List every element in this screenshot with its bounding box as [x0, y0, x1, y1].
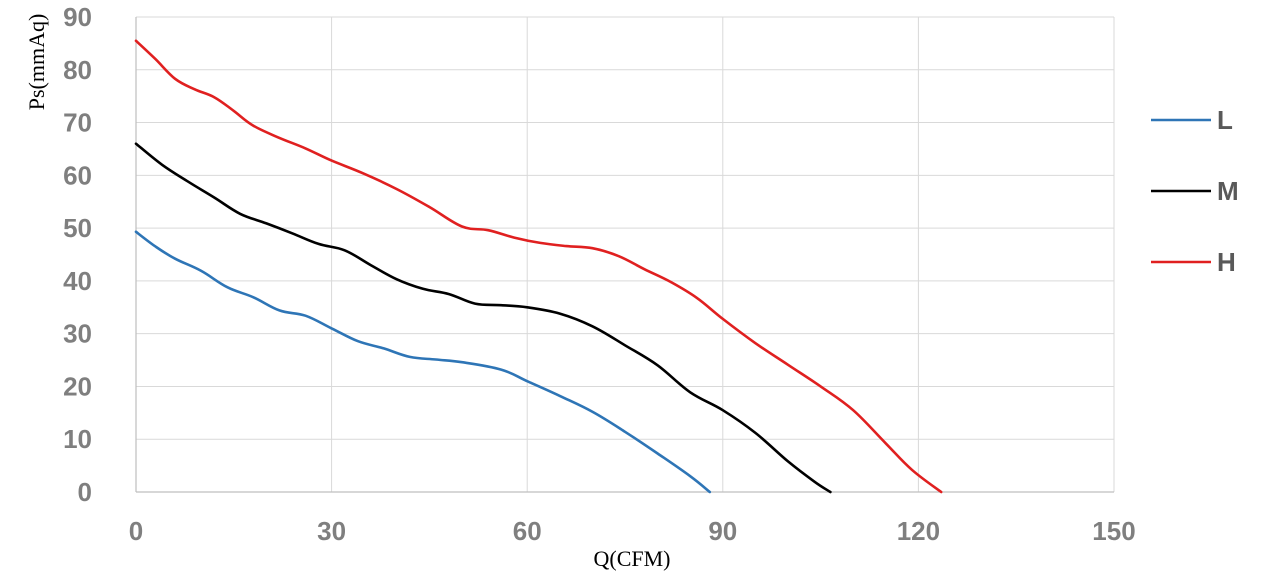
- y-tick-label: 80: [63, 55, 92, 85]
- y-axis-title: Ps(mmAq): [24, 14, 49, 111]
- plot-frame: [135, 17, 1114, 493]
- y-tick-label: 60: [63, 160, 92, 190]
- y-tick-label: 50: [63, 213, 92, 243]
- tick-labels: 0 10 20 30 40 50 60 70 80 90 0 30 60 90 120 150: [63, 2, 1136, 546]
- x-tick-label: 150: [1092, 516, 1135, 546]
- legend-label-h: H: [1217, 247, 1236, 277]
- y-tick-label: 20: [63, 371, 92, 401]
- y-tick-label: 40: [63, 266, 92, 296]
- gridlines: [135, 16, 1115, 493]
- x-tick-label: 30: [317, 516, 346, 546]
- y-tick-label: 90: [63, 2, 92, 32]
- series-lines: [134, 39, 943, 494]
- x-tick-label: 120: [897, 516, 940, 546]
- x-tick-label: 90: [708, 516, 737, 546]
- x-tick-label: 60: [513, 516, 542, 546]
- y-tick-label: 10: [63, 424, 92, 454]
- y-tick-label: 30: [63, 319, 92, 349]
- legend-label-m: M: [1217, 176, 1239, 206]
- series-line-m: [134, 142, 832, 494]
- series-line-h: [134, 39, 943, 494]
- y-tick-label: 0: [78, 477, 92, 507]
- x-tick-label: 0: [129, 516, 143, 546]
- y-tick-label: 70: [63, 108, 92, 138]
- legend-label-l: L: [1217, 105, 1233, 135]
- x-axis-title: Q(CFM): [593, 546, 670, 571]
- legend: L M H: [1151, 105, 1239, 277]
- series-line-l: [134, 230, 712, 494]
